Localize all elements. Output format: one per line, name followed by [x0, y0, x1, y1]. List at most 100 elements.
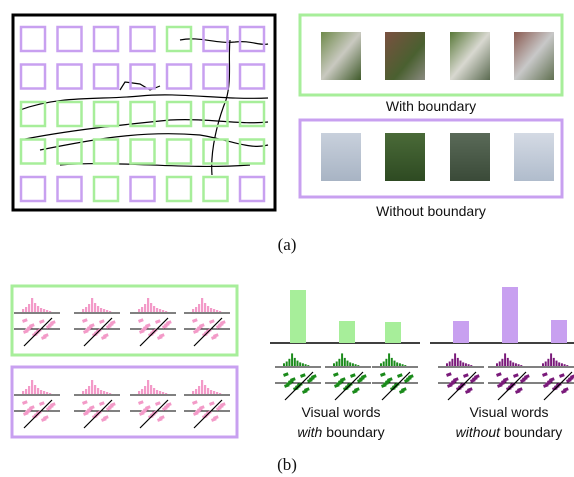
caption-emphasis: without [456, 424, 501, 440]
mini-patch [162, 406, 168, 411]
mini-bar [204, 303, 206, 312]
mini-patch [157, 335, 163, 340]
mini-bar [156, 390, 158, 394]
mini-bar [357, 365, 359, 366]
mini-bar [34, 303, 36, 312]
mini-bar [336, 362, 338, 367]
mini-bar [496, 363, 498, 366]
mini-patch [138, 318, 144, 323]
without-group-box [12, 367, 237, 437]
mini-bar [147, 380, 149, 394]
mini-bar [550, 353, 552, 366]
mini-bar [37, 306, 39, 312]
mini-patch [515, 389, 521, 394]
caption-emphasis: with [297, 424, 322, 440]
mini-patch [283, 372, 289, 377]
caption: Visual words [469, 404, 548, 420]
mini-bar [210, 390, 212, 394]
mini-bar [446, 363, 448, 366]
mini-bar [216, 392, 218, 394]
mini-bar [43, 391, 45, 394]
mini-bar [207, 306, 209, 312]
mini-bar [499, 362, 501, 367]
mini-patch [46, 406, 52, 411]
mini-bar [216, 310, 218, 312]
mini-patch [300, 373, 306, 378]
frequency-bar [453, 321, 469, 343]
mini-patch [41, 335, 47, 340]
frequency-bar [290, 290, 306, 343]
caption: Without boundary [376, 203, 486, 219]
mini-bar [82, 309, 84, 312]
mini-patch [193, 329, 199, 334]
mini-patch [193, 411, 199, 416]
mini-bar [286, 362, 288, 367]
mini-bar [507, 358, 509, 366]
patch-image [450, 133, 490, 181]
patch-image [514, 32, 554, 80]
mini-bar [219, 311, 221, 312]
mini-bar [558, 362, 560, 366]
mini-bar [515, 363, 517, 366]
caption: Visual words [301, 404, 380, 420]
mini-bar [219, 393, 221, 394]
mini-patch [520, 378, 526, 383]
mini-bar [195, 307, 197, 312]
mini-bar [37, 388, 39, 394]
mini-bar [394, 361, 396, 366]
mini-bar [109, 311, 111, 312]
mini-patch [139, 411, 145, 416]
mini-bar [465, 363, 467, 366]
mini-bar [106, 310, 108, 312]
mini-bar [553, 358, 555, 366]
with-group-box [12, 286, 237, 355]
mini-patch [209, 401, 215, 406]
mini-bar [457, 358, 459, 366]
mini-bar [88, 304, 90, 312]
mini-patch [155, 319, 161, 324]
mini-bar [22, 391, 24, 394]
mini-bar [85, 307, 87, 312]
mini-bar [355, 364, 357, 366]
mini-patch [162, 324, 168, 329]
mini-bar [192, 309, 194, 312]
mini-patch [542, 372, 548, 377]
mini-patch [350, 373, 356, 378]
mini-bar [165, 311, 167, 312]
mini-bar [402, 364, 404, 366]
mini-bar [399, 363, 401, 366]
mini-patch [447, 383, 453, 388]
mini-bar [88, 386, 90, 394]
mini-patch [543, 383, 549, 388]
mini-patch [561, 389, 567, 394]
mini-bar [391, 358, 393, 366]
mini-bar [385, 359, 387, 366]
mini-patch [106, 324, 112, 329]
mini-bar [347, 361, 349, 366]
mini-patch [209, 319, 215, 324]
mini-bar [564, 364, 566, 366]
mini-bar [40, 390, 42, 394]
mini-bar [162, 310, 164, 312]
patch-image [321, 133, 361, 181]
mini-bar [201, 298, 203, 312]
mini-bar [156, 308, 158, 312]
mini-patch [463, 373, 469, 378]
mini-bar [288, 359, 290, 366]
mini-bar [566, 365, 568, 366]
mini-bar [210, 308, 212, 312]
mini-bar [159, 309, 161, 312]
mini-patch [101, 417, 107, 422]
mini-patch [357, 378, 363, 383]
mini-bar [333, 363, 335, 366]
mini-bar [383, 362, 385, 367]
mini-bar [100, 390, 102, 394]
mini-patch [559, 373, 565, 378]
mini-bar [213, 309, 215, 312]
mini-bar [109, 393, 111, 394]
mini-bar [404, 365, 406, 366]
mini-bar [162, 392, 164, 394]
mini-bar [192, 391, 194, 394]
mini-patch [333, 372, 339, 377]
frequency-bar [502, 287, 518, 343]
